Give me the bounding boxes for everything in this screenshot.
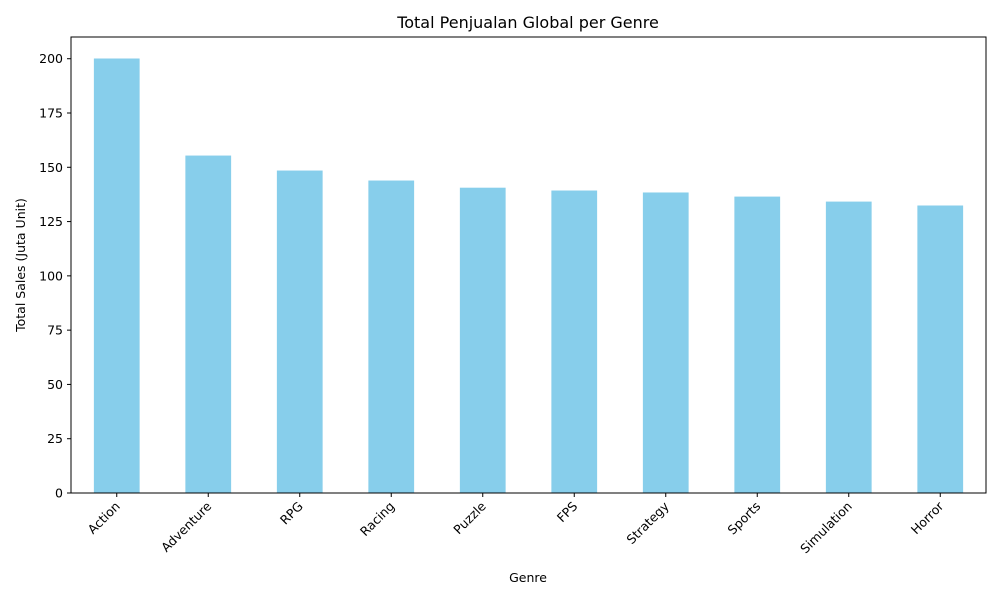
- y-tick-label: 125: [39, 214, 63, 229]
- bar-puzzle: [459, 187, 506, 493]
- bar-rpg: [276, 170, 323, 494]
- bar-sports: [734, 196, 781, 493]
- bars-group: [93, 58, 964, 494]
- x-tick-label: Horror: [908, 498, 947, 537]
- x-tick-label: Sports: [724, 499, 763, 538]
- x-tick-label: RPG: [277, 499, 306, 528]
- y-tick-label: 175: [39, 106, 63, 121]
- x-tick-label: FPS: [554, 498, 581, 525]
- y-axis: 0 25 50 75 100 125 150 175 200: [39, 51, 71, 501]
- x-tick-label: Action: [85, 499, 123, 537]
- y-tick-label: 0: [55, 486, 63, 501]
- chart-title: Total Penjualan Global per Genre: [396, 13, 659, 32]
- y-tick-label: 50: [47, 377, 63, 392]
- bar-adventure: [185, 155, 232, 493]
- x-tick-label: Adventure: [158, 498, 215, 555]
- plot-frame: [70, 36, 987, 494]
- bar-horror: [917, 205, 964, 493]
- x-tick-label: Strategy: [623, 498, 672, 547]
- y-tick-label: 100: [39, 268, 63, 283]
- y-tick-label: 75: [47, 323, 63, 338]
- y-tick-label: 200: [39, 51, 63, 66]
- x-tick-label: Puzzle: [450, 498, 489, 537]
- y-tick-label: 150: [39, 160, 63, 175]
- bar-strategy: [642, 192, 689, 493]
- y-axis-label: Total Sales (Juta Unit): [13, 198, 28, 333]
- x-axis: Action Adventure RPG Racing Puzzle FPS Strateg…: [85, 493, 947, 556]
- y-tick-label: 25: [47, 431, 63, 446]
- bar-simulation: [825, 201, 872, 493]
- bar-fps: [551, 190, 598, 493]
- x-tick-label: Simulation: [797, 499, 855, 557]
- bar-action: [93, 58, 140, 494]
- x-tick-label: Racing: [357, 499, 398, 540]
- bar-racing: [368, 180, 415, 493]
- x-axis-label: Genre: [509, 570, 547, 585]
